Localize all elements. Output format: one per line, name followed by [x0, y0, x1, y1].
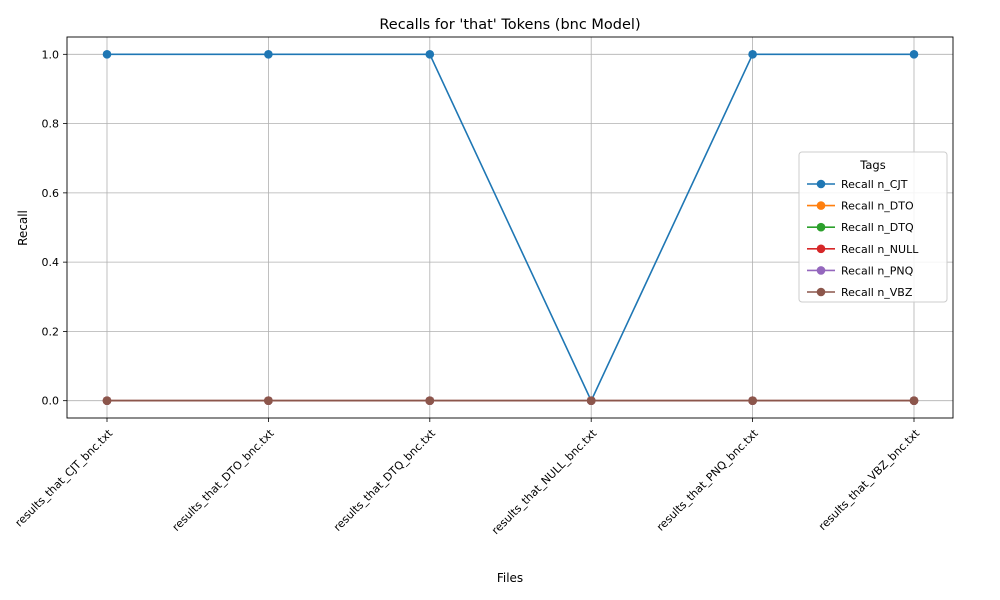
legend-swatch-marker	[816, 201, 826, 210]
legend-label: Recall n_CJT	[841, 178, 908, 191]
x-tick-label: results_that_VBZ_bnc.txt	[816, 426, 923, 533]
plot-frame	[66, 36, 954, 419]
y-tick-label: 0.2	[42, 325, 60, 338]
legend-swatch-marker	[816, 287, 826, 297]
data-point	[748, 50, 757, 59]
y-tick-label: 0.8	[42, 118, 60, 131]
legend-swatch-marker	[816, 266, 826, 275]
legend: Tags Recall n_CJT Recall n_DTO Recall n_DTQ…	[798, 151, 948, 303]
y-tick-label: 0.6	[42, 187, 60, 200]
legend-item: Recall n_CJT	[807, 178, 908, 191]
data-point	[586, 396, 596, 405]
chart-title: Recalls for 'that' Tokens (bnc Model)	[379, 17, 640, 33]
series-line	[107, 53, 914, 403]
legend-label: Recall n_VBZ	[841, 286, 913, 299]
y-tick-label: 0.0	[42, 395, 60, 408]
legend-swatch-marker	[816, 244, 826, 254]
x-axis: results_that_CJT_bnc.txt results_that_DTO…	[13, 418, 923, 537]
x-tick-label: results_that_DTQ_bnc.txt	[331, 426, 438, 533]
data-point	[748, 396, 757, 405]
data-point	[425, 396, 435, 405]
legend-label: Recall n_PNQ	[841, 264, 914, 277]
data-point	[264, 396, 273, 405]
x-tick-label: results_that_DTO_bnc.txt	[170, 426, 277, 533]
legend-item: Recall n_PNQ	[807, 264, 914, 277]
legend-label: Recall n_DTO	[841, 200, 914, 213]
series-recall-n-cjt	[102, 50, 919, 405]
legend-item: Recall n_VBZ	[807, 286, 913, 299]
data-point	[425, 50, 435, 59]
y-axis: 0.0 0.2 0.4 0.6 0.8 1.0	[42, 48, 67, 408]
legend-swatch-marker	[816, 179, 826, 189]
data-point	[102, 396, 112, 405]
series-recall-n-vbz	[102, 396, 919, 405]
legend-box	[798, 151, 948, 303]
x-tick-label: results_that_PNQ_bnc.txt	[654, 426, 761, 533]
legend-item: Recall n_NULL	[807, 243, 919, 256]
y-tick-label: 0.4	[42, 256, 60, 269]
legend-swatch-marker	[816, 222, 826, 232]
legend-item: Recall n_DTQ	[807, 221, 914, 234]
data-point	[102, 50, 112, 59]
data-point	[264, 50, 273, 59]
legend-title: Tags	[859, 158, 885, 172]
x-tick-label: results_that_CJT_bnc.txt	[13, 426, 116, 529]
y-axis-label: Recall	[16, 210, 30, 246]
x-tick-label: results_that_NULL_bnc.txt	[489, 426, 600, 537]
series-layer	[102, 50, 919, 405]
data-point	[909, 396, 919, 405]
x-axis-label: Files	[497, 571, 523, 585]
legend-label: Recall n_NULL	[841, 243, 919, 256]
legend-label: Recall n_DTQ	[841, 221, 914, 234]
data-point	[909, 50, 919, 59]
y-tick-label: 1.0	[42, 48, 60, 61]
legend-item: Recall n_DTO	[807, 200, 914, 213]
